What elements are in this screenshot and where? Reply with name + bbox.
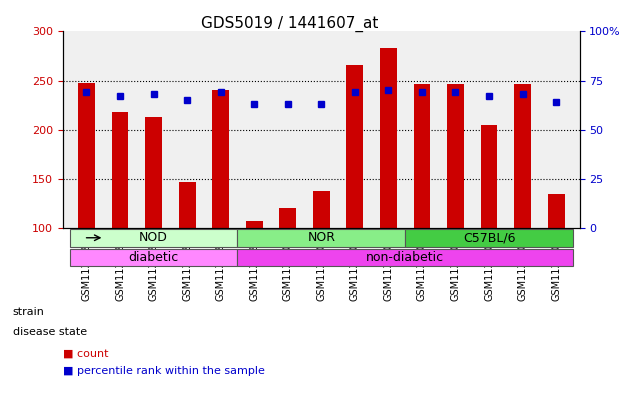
Bar [514, 84, 531, 228]
Text: C57BL/6: C57BL/6 [463, 231, 515, 244]
Bar [212, 90, 229, 228]
Text: ■ percentile rank within the sample: ■ percentile rank within the sample [63, 366, 265, 376]
Text: NOR: NOR [307, 231, 335, 244]
Bar [112, 112, 129, 228]
Bar [547, 193, 564, 228]
Bar [145, 117, 162, 228]
Text: ■ count: ■ count [63, 349, 108, 359]
FancyBboxPatch shape [70, 229, 238, 247]
FancyBboxPatch shape [238, 229, 405, 247]
Text: NOD: NOD [139, 231, 168, 244]
Bar [78, 83, 95, 228]
Text: strain: strain [13, 307, 45, 318]
Bar [313, 191, 329, 228]
Bar [380, 48, 397, 228]
Bar [246, 221, 263, 228]
Bar [179, 182, 195, 228]
Text: disease state: disease state [13, 327, 87, 337]
Bar [346, 65, 364, 228]
Text: GDS5019 / 1441607_at: GDS5019 / 1441607_at [201, 16, 379, 32]
FancyBboxPatch shape [70, 249, 238, 266]
Text: diabetic: diabetic [129, 251, 179, 264]
Bar [413, 84, 430, 228]
FancyBboxPatch shape [238, 249, 573, 266]
Bar [481, 125, 498, 228]
FancyBboxPatch shape [405, 229, 573, 247]
Bar [279, 208, 296, 228]
Text: non-diabetic: non-diabetic [366, 251, 444, 264]
Bar [447, 84, 464, 228]
